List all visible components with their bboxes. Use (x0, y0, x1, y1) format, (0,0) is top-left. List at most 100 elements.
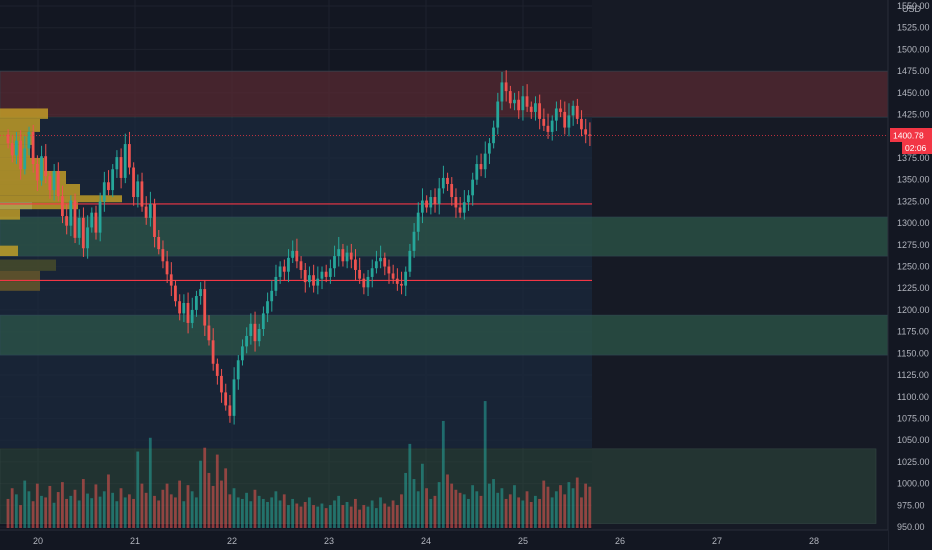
volume-bar (584, 483, 588, 528)
volume-bar (111, 492, 115, 528)
profile-bar (0, 170, 66, 185)
volume-bar (362, 505, 366, 528)
volume-bar (513, 485, 516, 528)
volume-bar (433, 495, 437, 528)
volume-bar (575, 477, 579, 528)
candle-body (504, 82, 508, 92)
time-axis[interactable]: 20 21 22 23 24 25 26 27 28 (0, 529, 888, 550)
candle-body (303, 269, 307, 283)
price-tick-label: 1275.00 (897, 240, 930, 250)
profile-bar (0, 195, 122, 203)
volume-bar (441, 420, 445, 528)
candle-body (86, 227, 89, 249)
candle-body (508, 91, 512, 104)
price-axis[interactable]: 950.00 975.00 1000.00 1025.00 1050.00 1075.00… (887, 0, 932, 550)
volume-bar (479, 495, 483, 528)
candle-body (496, 101, 500, 128)
candle-body (123, 144, 127, 178)
volume-bar (241, 498, 244, 528)
volume-bar (320, 503, 324, 528)
countdown-value: 02:06 (905, 143, 927, 153)
candle-body (253, 323, 257, 342)
volume-bar (157, 500, 161, 528)
volume-bar (249, 501, 253, 528)
candle-body (383, 257, 387, 267)
profile-bar (0, 270, 40, 282)
volume-bar (86, 493, 89, 528)
time-tick-label: 22 (227, 536, 237, 546)
candle-body (328, 268, 332, 277)
candle-body (420, 200, 424, 213)
price-tick-label: 1025.00 (897, 457, 930, 467)
volume-bar (274, 491, 278, 528)
candle-body (299, 261, 303, 270)
price-tick-label: 1525.00 (897, 23, 930, 33)
volume-bar (425, 488, 428, 528)
price-axis-background (888, 0, 932, 550)
candle-body (287, 257, 290, 272)
candle-body (245, 335, 248, 347)
volume-bar (550, 497, 554, 528)
candle-body (404, 271, 408, 286)
candle-body (333, 256, 336, 269)
candle-body (362, 278, 366, 288)
volume-bar (492, 479, 495, 528)
candle-body (462, 202, 466, 213)
last-price-badge (890, 128, 932, 142)
candle-body (395, 278, 399, 284)
volume-bar (429, 498, 433, 528)
volume-bar (571, 488, 575, 528)
candle-body (194, 296, 198, 310)
volume-bar (19, 505, 22, 528)
candle-body (408, 250, 412, 272)
volume-bar (387, 506, 391, 528)
candle-body (282, 266, 286, 272)
candle-body (10, 143, 14, 156)
candle-body (77, 217, 81, 238)
price-tick-label: 975.00 (897, 500, 925, 510)
volume-bar (349, 506, 353, 528)
volume-bar (186, 485, 190, 528)
profile-bar (0, 281, 40, 291)
volume-bar (115, 501, 119, 528)
candle-body (228, 405, 232, 416)
price-tick-label: 1225.00 (897, 283, 930, 293)
price-tick-label: 950.00 (897, 522, 925, 532)
candle-body (316, 278, 320, 286)
candle-body (366, 276, 370, 288)
candle-body (157, 236, 161, 250)
candle-body (182, 302, 186, 314)
price-tick-label: 1500.00 (897, 44, 930, 54)
candle-body (446, 177, 449, 185)
volume-bar (236, 497, 240, 528)
countdown-badge (902, 142, 932, 154)
volume-bar (215, 454, 219, 528)
volume-bar (504, 498, 508, 528)
candle-body (441, 177, 445, 189)
candle-body (370, 268, 374, 277)
candle-body (429, 197, 433, 208)
candle-body (31, 131, 35, 165)
candle-body (98, 201, 102, 233)
volume-bar (538, 498, 541, 528)
price-tick-label: 1200.00 (897, 305, 930, 315)
volume-bar (14, 494, 18, 528)
volume-bar (295, 503, 299, 528)
horizontal-lines[interactable] (0, 203, 592, 281)
price-tick-label: 1425.00 (897, 110, 930, 120)
candle-body (261, 313, 265, 330)
price-tick-label: 1300.00 (897, 218, 930, 228)
candle-body (412, 231, 416, 251)
time-tick-label: 25 (518, 536, 528, 546)
volume-bar (559, 485, 562, 528)
candle-body (190, 309, 194, 323)
volume-bar (165, 483, 169, 528)
candle-body (169, 274, 173, 286)
candle-body (207, 325, 211, 341)
candle-body (379, 257, 382, 262)
volume-bar (446, 474, 449, 528)
candle-body (400, 283, 403, 286)
candle-body (115, 157, 119, 170)
time-tick-label: 27 (712, 536, 722, 546)
